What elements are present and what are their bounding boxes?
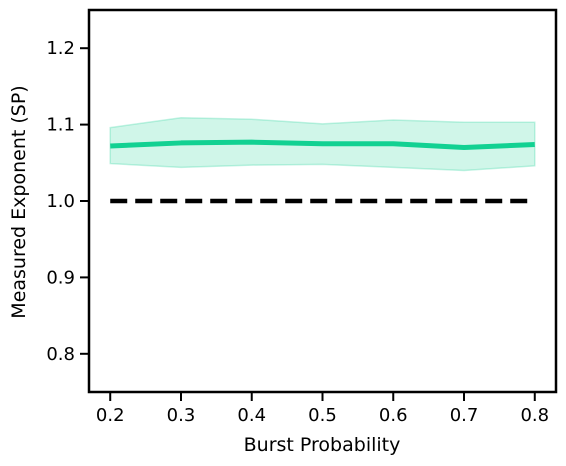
y-tick-label: 1.0: [46, 191, 75, 212]
y-tick-label: 1.2: [46, 38, 75, 59]
plot-layer: [109, 116, 536, 204]
x-axis-title: Burst Probability: [244, 434, 401, 456]
x-tick-label: 0.3: [167, 405, 196, 426]
x-tick-label: 0.5: [308, 405, 337, 426]
x-tick-label: 0.4: [237, 405, 266, 426]
y-tick-label: 1.1: [46, 115, 75, 136]
x-tick-label: 0.2: [96, 405, 125, 426]
y-tick-label: 0.9: [46, 267, 75, 288]
x-tick-label: 0.6: [379, 405, 408, 426]
x-tick-label: 0.7: [450, 405, 479, 426]
y-tick-label: 0.8: [46, 344, 75, 365]
x-tick-label: 0.8: [520, 405, 549, 426]
axes-layer: 0.2 0.3 0.4 0.5 0.6 0.7 0.8 0.8 0.9 1.0 1.1 1.2: [46, 8, 558, 426]
series-line: [110, 139, 535, 151]
y-axis-title: Measured Exponent (SP): [8, 85, 30, 318]
